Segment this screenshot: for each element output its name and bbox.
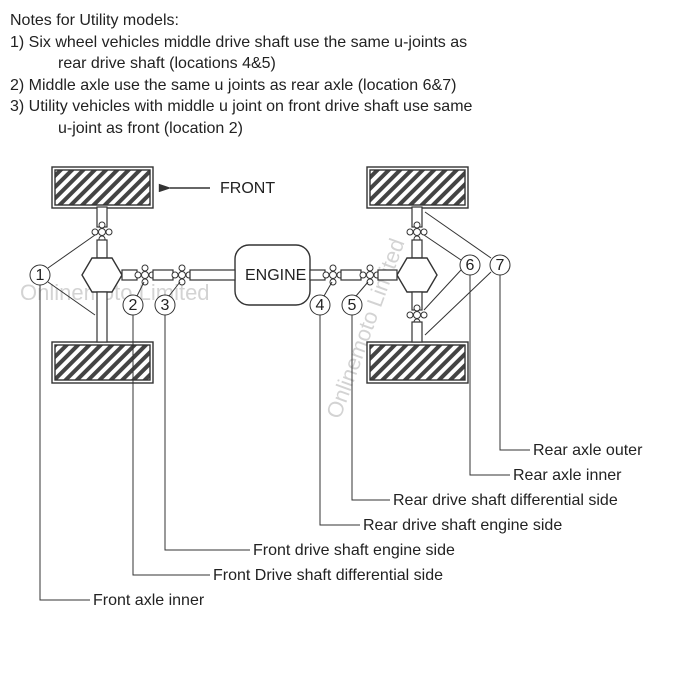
note-3b: u-joint as front (location 2): [10, 118, 690, 140]
legend-labels: Rear axle outer Rear axle inner Rear dri…: [93, 442, 643, 609]
rear-bottom-wheel: [367, 342, 468, 383]
legend-2: Front Drive shaft differential side: [213, 567, 443, 584]
callout-4: 4: [316, 297, 325, 314]
rear-axle-bottom2: [412, 322, 422, 342]
front-bottom-wheel: [52, 342, 153, 383]
watermark-text-2: Onlinemoto Limited: [321, 235, 409, 422]
rear-shaft-seg2: [341, 270, 361, 280]
callout-7: 7: [496, 257, 505, 274]
front-label: FRONT: [220, 180, 275, 197]
front-axle-bottom: [97, 292, 107, 342]
rear-shaft-seg3: [378, 270, 397, 280]
legend-4: Rear drive shaft engine side: [363, 517, 562, 534]
drivetrain-diagram: Onlinemoto Limited Onlinemoto Limited FR…: [10, 150, 690, 670]
front-shaft-seg3: [190, 270, 235, 280]
engine-label: ENGINE: [245, 267, 306, 284]
note-1b: rear drive shaft (locations 4&5): [10, 53, 690, 75]
callout-6: 6: [466, 257, 475, 274]
rear-differential: [397, 258, 437, 292]
ujoint-icon: [323, 265, 343, 285]
note-2: 2) Middle axle use the same u joints as …: [10, 75, 690, 97]
callout-3: 3: [161, 297, 170, 314]
note-1: 1) Six wheel vehicles middle drive shaft…: [10, 32, 690, 54]
legend-7: Rear axle outer: [533, 442, 643, 459]
rear-axle-top2: [412, 240, 422, 258]
front-shaft-seg2: [153, 270, 173, 280]
note-3: 3) Utility vehicles with middle u joint …: [10, 96, 690, 118]
rear-top-wheel: [367, 167, 468, 208]
callout-5: 5: [348, 297, 357, 314]
legend-6: Rear axle inner: [513, 467, 622, 484]
legend-1: Front axle inner: [93, 592, 205, 609]
ujoint-icon: [92, 222, 112, 242]
notes-block: Notes for Utility models: 1) Six wheel v…: [10, 10, 690, 140]
legend-3: Front drive shaft engine side: [253, 542, 455, 559]
front-top-wheel: [52, 167, 153, 208]
front-axle-top2: [97, 240, 107, 258]
callout-1: 1: [36, 267, 45, 284]
notes-heading: Notes for Utility models:: [10, 10, 690, 32]
callout-2: 2: [129, 297, 138, 314]
ujoint-icon: [407, 222, 427, 242]
legend-5: Rear drive shaft differential side: [393, 492, 618, 509]
